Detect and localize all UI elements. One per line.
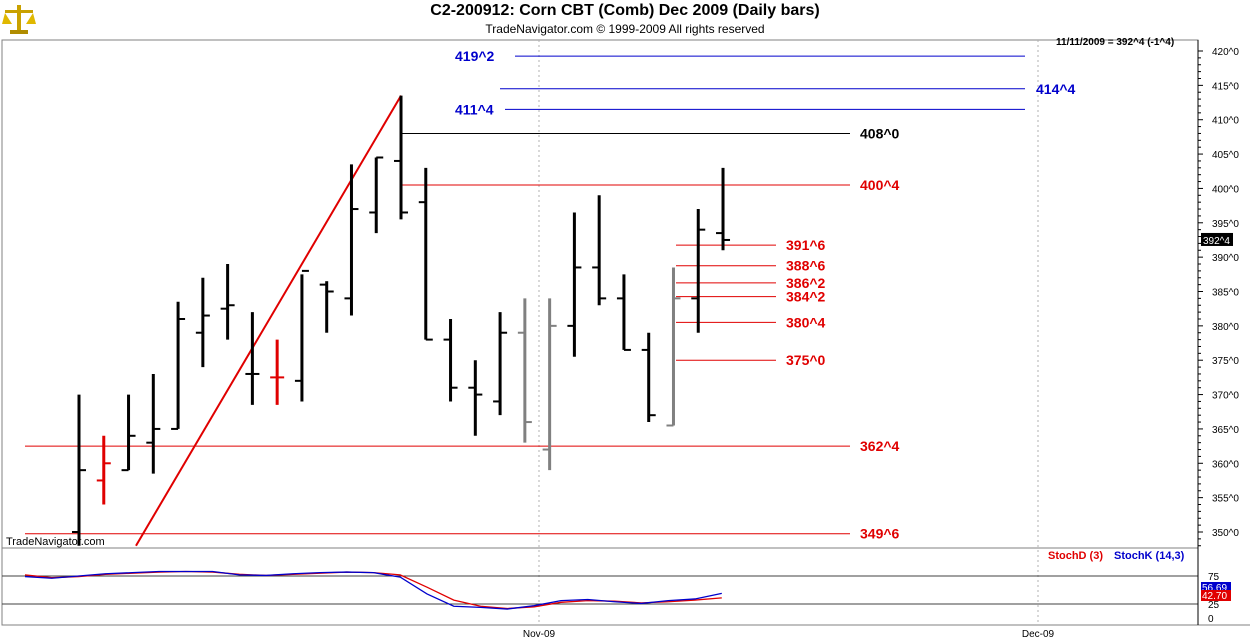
level-label: 400^4 [860, 177, 900, 193]
ohlc-bar [319, 281, 334, 333]
watermark: TradeNavigator.com [6, 536, 105, 548]
ohlc-bar [691, 209, 706, 333]
ohlc-bar [270, 339, 285, 405]
ohlc-bar [294, 269, 309, 402]
stochk-line [24, 570, 722, 610]
level-label: 388^6 [786, 258, 826, 274]
grid-lines [538, 40, 1039, 625]
ohlc-bar [716, 167, 731, 251]
price-tick-label: 360^0 [1212, 459, 1239, 470]
ohlc-bars [72, 95, 731, 546]
price-tick-label: 400^0 [1212, 184, 1239, 195]
ohlc-bar [592, 195, 607, 306]
price-tick-label: 420^0 [1212, 47, 1239, 58]
ohlc-bar [493, 312, 508, 416]
trendline [135, 95, 402, 547]
level-label: 384^2 [786, 289, 826, 305]
stoch-tick-label: 0 [1208, 614, 1214, 625]
price-tick-label: 415^0 [1212, 81, 1239, 92]
price-tick-label: 405^0 [1212, 150, 1239, 161]
ohlc-bar [195, 277, 210, 368]
stoch-panel-border [1, 547, 1199, 626]
last-quote: 11/11/2009 = 392^4 (-1^4) [1056, 37, 1175, 48]
price-tick-label: 395^0 [1212, 219, 1239, 230]
ohlc-bar [542, 298, 557, 471]
chart-frame [1, 39, 1250, 626]
ohlc-bar [468, 360, 483, 436]
ohlc-bar [616, 274, 631, 351]
ohlc-bar [394, 95, 409, 220]
ohlc-bar [418, 167, 433, 341]
price-axis: 420^0 415^0 410^0 405^0 400^0 395^0 390^0 385^0… [1197, 40, 1239, 548]
price-levels: 419^2 414^4 411^4 408^0 400^4 391^6 388^6386^2… [25, 48, 1076, 542]
stoch-tick-label: 25 [1208, 600, 1220, 611]
price-tick-label: 365^0 [1212, 425, 1239, 436]
level-label: 414^4 [1036, 81, 1076, 97]
price-tick-label: 350^0 [1212, 528, 1239, 539]
trend-line [135, 95, 402, 547]
level-label: 411^4 [455, 101, 494, 117]
date-label: Dec-09 [1022, 629, 1055, 640]
ohlc-bar [641, 332, 656, 423]
ohlc-bar [369, 156, 384, 234]
legend-stochd: StochD (3) [1048, 550, 1103, 562]
level-label: 375^0 [786, 352, 826, 368]
price-tick-label: 355^0 [1212, 494, 1239, 505]
price-tick-label: 410^0 [1212, 116, 1239, 127]
ohlc-bar [96, 435, 111, 505]
legend-stochk: StochK (14,3) [1114, 550, 1185, 562]
stochd-value-box [1201, 590, 1231, 601]
ohlc-bar [344, 164, 359, 316]
last-price-label: 392^4 [1203, 236, 1230, 247]
ohlc-bar [517, 298, 532, 443]
ohlc-bar [567, 212, 582, 357]
level-label: 391^6 [786, 237, 826, 253]
ohlc-bar [245, 312, 260, 405]
ohlc-bar [121, 394, 136, 472]
level-label: 419^2 [455, 48, 495, 64]
chart-title: C2-200912: Corn CBT (Comb) Dec 2009 (Dai… [430, 2, 820, 19]
stochk-value: 56.69 [1202, 583, 1227, 594]
level-label: 408^0 [860, 125, 900, 141]
price-tick-label: 380^0 [1212, 322, 1239, 333]
ohlc-bar [72, 394, 86, 546]
level-label: 386^2 [786, 275, 826, 291]
stoch-tick-label: 75 [1208, 572, 1220, 583]
ohlc-bar [146, 373, 161, 474]
price-tick-label: 375^0 [1212, 356, 1239, 367]
price-tick-label: 385^0 [1212, 288, 1239, 299]
price-tick-label: 390^0 [1212, 253, 1239, 264]
level-label: 362^4 [860, 438, 900, 454]
level-label: 380^4 [786, 314, 826, 330]
ohlc-bar [443, 318, 458, 402]
price-tick-label: 370^0 [1212, 391, 1239, 402]
date-label: Nov-09 [523, 629, 556, 640]
ohlc-bar [171, 301, 186, 430]
tradenavigator-logo-icon [2, 5, 36, 34]
date-axis: Nov-09 Dec-09 [523, 629, 1055, 640]
chart-subtitle: TradeNavigator.com © 1999-2009 All right… [485, 22, 765, 36]
stochk-value-box [1201, 582, 1231, 593]
stochd-value: 42.70 [1202, 591, 1227, 602]
level-label: 349^6 [860, 526, 900, 542]
stochd-line [24, 570, 722, 610]
ohlc-bar [220, 264, 235, 340]
last-price-box [1201, 232, 1233, 246]
ohlc-bar [666, 267, 681, 427]
